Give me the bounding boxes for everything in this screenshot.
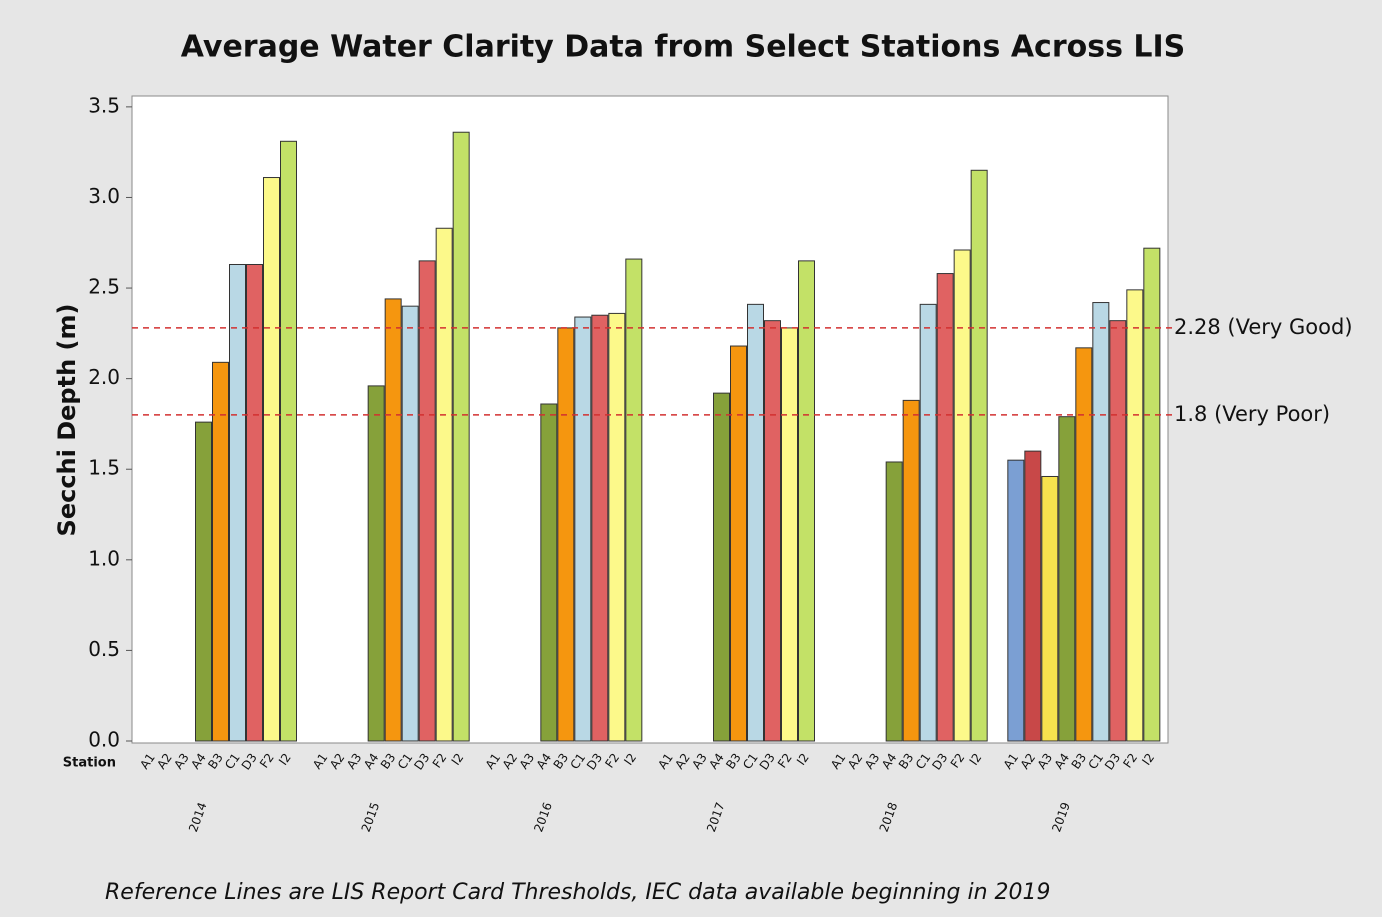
- y-tick-label: 0.0: [88, 728, 120, 752]
- bar: [953, 249, 971, 742]
- bar: [384, 298, 402, 742]
- y-tick-label: 0.5: [88, 637, 120, 661]
- bar: [970, 169, 988, 742]
- x-tick-label: F2: [1120, 751, 1140, 771]
- bar: [540, 403, 558, 742]
- bar: [246, 263, 263, 742]
- y-tick-label: 1.5: [88, 456, 120, 480]
- bar: [764, 320, 781, 742]
- reference-label: 1.8 (Very Poor): [1174, 402, 1330, 426]
- bar: [1109, 320, 1127, 742]
- y-axis-label: Secchi Depth (m): [53, 304, 81, 537]
- bar: [902, 399, 920, 742]
- bar: [798, 260, 815, 742]
- y-tick-label: 1.0: [88, 546, 120, 570]
- bar: [418, 260, 436, 742]
- bar: [1007, 459, 1025, 742]
- bar: [1143, 247, 1161, 742]
- bar: [401, 305, 419, 742]
- y-tick-label: 2.5: [88, 275, 120, 299]
- bar: [1092, 302, 1110, 742]
- bar: [280, 140, 297, 742]
- bar: [229, 263, 246, 742]
- bar: [747, 303, 764, 742]
- bar: [1024, 450, 1042, 742]
- y-tick-label: 2.0: [88, 365, 120, 389]
- bar: [263, 177, 280, 742]
- bar: [557, 327, 575, 742]
- bar: [730, 345, 747, 742]
- y-tick-label: 3.5: [88, 93, 120, 117]
- bar: [1058, 416, 1076, 742]
- bar: [625, 258, 643, 742]
- chart-title: Average Water Clarity Data from Select S…: [181, 30, 1186, 65]
- bar: [1075, 347, 1093, 742]
- bar: [435, 227, 453, 742]
- bar: [919, 303, 937, 742]
- bar: [367, 385, 385, 742]
- bar: [608, 312, 626, 742]
- footnote: Reference Lines are LIS Report Card Thre…: [105, 880, 1051, 905]
- bar: [212, 361, 229, 742]
- bar: [1041, 475, 1059, 742]
- bar: [713, 392, 730, 742]
- reference-label: 2.28 (Very Good): [1174, 315, 1353, 339]
- x-tick-label: F2: [775, 751, 795, 771]
- x-tick-label: F2: [430, 751, 450, 771]
- x-axis-label: Station: [63, 756, 116, 771]
- x-tick-label: F2: [948, 751, 968, 771]
- bar: [936, 273, 954, 742]
- bar: [195, 421, 212, 742]
- x-tick-label: F2: [257, 751, 277, 771]
- plot-area: [131, 95, 1169, 744]
- bar: [574, 316, 592, 742]
- y-tick-label: 3.0: [88, 184, 120, 208]
- bar: [1126, 289, 1144, 742]
- bar: [452, 131, 470, 742]
- bar: [781, 327, 798, 742]
- bar: [885, 461, 903, 742]
- x-tick-label: F2: [602, 751, 622, 771]
- bar: [591, 314, 609, 742]
